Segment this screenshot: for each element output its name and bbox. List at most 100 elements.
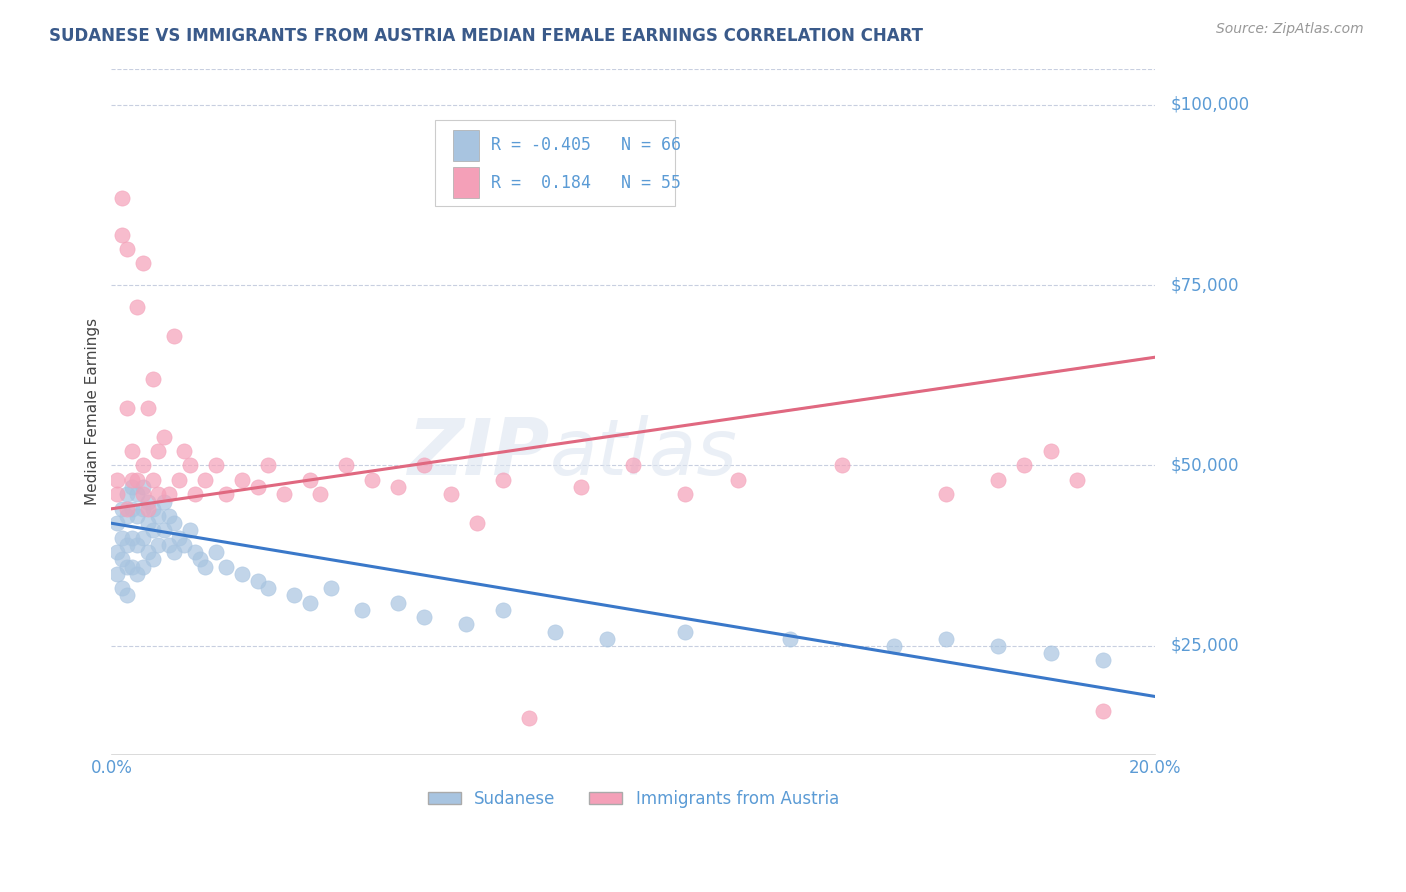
Point bbox=[127, 473, 149, 487]
Point bbox=[439, 487, 461, 501]
Point bbox=[115, 487, 138, 501]
Point bbox=[831, 458, 853, 473]
Text: $50,000: $50,000 bbox=[1171, 457, 1239, 475]
Point bbox=[569, 480, 592, 494]
Point bbox=[935, 487, 957, 501]
Point bbox=[111, 227, 134, 242]
Legend: Sudanese, Immigrants from Austria: Sudanese, Immigrants from Austria bbox=[420, 783, 845, 814]
Point bbox=[779, 632, 801, 646]
Point bbox=[184, 545, 207, 559]
Point bbox=[132, 559, 155, 574]
Point bbox=[152, 524, 174, 538]
Point bbox=[157, 538, 180, 552]
Point bbox=[115, 501, 138, 516]
Point bbox=[987, 639, 1010, 653]
Point bbox=[194, 559, 217, 574]
Point bbox=[105, 487, 128, 501]
Point bbox=[1091, 653, 1114, 667]
Point bbox=[127, 487, 149, 501]
Point bbox=[121, 480, 143, 494]
Text: $100,000: $100,000 bbox=[1171, 95, 1250, 113]
Point bbox=[132, 501, 155, 516]
Point bbox=[136, 501, 159, 516]
Point bbox=[231, 566, 253, 581]
Point bbox=[173, 444, 195, 458]
Point bbox=[246, 574, 269, 588]
Point bbox=[136, 545, 159, 559]
Point bbox=[115, 559, 138, 574]
Text: R = -0.405   N = 66: R = -0.405 N = 66 bbox=[491, 136, 682, 154]
Point bbox=[121, 473, 143, 487]
Point bbox=[1091, 704, 1114, 718]
Point bbox=[283, 589, 305, 603]
Point bbox=[883, 639, 905, 653]
Point bbox=[132, 531, 155, 545]
Point bbox=[204, 545, 226, 559]
Point bbox=[935, 632, 957, 646]
Point bbox=[148, 444, 170, 458]
Point bbox=[121, 444, 143, 458]
Point bbox=[173, 538, 195, 552]
Point bbox=[157, 487, 180, 501]
Point bbox=[105, 545, 128, 559]
Point bbox=[132, 487, 155, 501]
Point bbox=[142, 473, 165, 487]
Point bbox=[105, 566, 128, 581]
Point bbox=[413, 458, 436, 473]
Point bbox=[105, 516, 128, 531]
Point bbox=[215, 487, 238, 501]
Point bbox=[673, 487, 696, 501]
Point bbox=[115, 538, 138, 552]
Point bbox=[132, 480, 155, 494]
Point bbox=[152, 429, 174, 443]
Point bbox=[148, 538, 170, 552]
Point bbox=[127, 566, 149, 581]
Point bbox=[132, 256, 155, 270]
Point bbox=[136, 494, 159, 508]
Point bbox=[335, 458, 357, 473]
Point bbox=[309, 487, 332, 501]
Point bbox=[136, 401, 159, 415]
Point bbox=[111, 581, 134, 595]
Point bbox=[188, 552, 211, 566]
Point bbox=[298, 596, 321, 610]
Point bbox=[167, 531, 190, 545]
Point bbox=[152, 494, 174, 508]
Point bbox=[142, 372, 165, 386]
Point bbox=[111, 531, 134, 545]
Point bbox=[121, 559, 143, 574]
Point bbox=[115, 401, 138, 415]
Point bbox=[163, 545, 186, 559]
Point bbox=[246, 480, 269, 494]
Point bbox=[132, 458, 155, 473]
Point bbox=[179, 524, 201, 538]
Point bbox=[163, 328, 186, 343]
Point bbox=[1066, 473, 1088, 487]
Point bbox=[111, 552, 134, 566]
Point bbox=[142, 552, 165, 566]
FancyBboxPatch shape bbox=[453, 130, 478, 161]
Point bbox=[387, 596, 409, 610]
Text: $75,000: $75,000 bbox=[1171, 276, 1239, 294]
Point bbox=[148, 487, 170, 501]
Point bbox=[194, 473, 217, 487]
Point bbox=[142, 524, 165, 538]
Point bbox=[163, 516, 186, 531]
Point bbox=[167, 473, 190, 487]
Point bbox=[127, 300, 149, 314]
Point bbox=[215, 559, 238, 574]
Point bbox=[115, 509, 138, 524]
Point bbox=[121, 501, 143, 516]
Point bbox=[465, 516, 488, 531]
Text: SUDANESE VS IMMIGRANTS FROM AUSTRIA MEDIAN FEMALE EARNINGS CORRELATION CHART: SUDANESE VS IMMIGRANTS FROM AUSTRIA MEDI… bbox=[49, 27, 924, 45]
Point bbox=[544, 624, 567, 639]
Point bbox=[157, 509, 180, 524]
Point bbox=[257, 458, 280, 473]
Point bbox=[204, 458, 226, 473]
Y-axis label: Median Female Earnings: Median Female Earnings bbox=[86, 318, 100, 505]
Point bbox=[148, 509, 170, 524]
Point bbox=[105, 473, 128, 487]
Point bbox=[231, 473, 253, 487]
Point bbox=[673, 624, 696, 639]
Point bbox=[127, 538, 149, 552]
